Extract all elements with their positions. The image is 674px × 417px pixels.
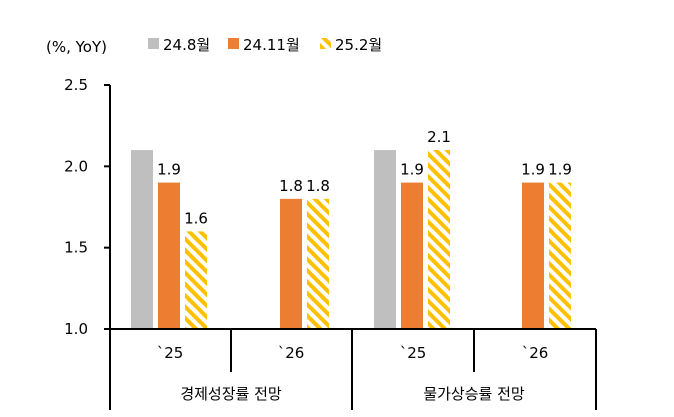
data-label: 1.8 [306,177,330,195]
data-label: 2.1 [427,128,451,146]
bar [374,150,396,329]
legend-label: 24.8월 [163,36,210,54]
bar [280,198,302,329]
bar [185,231,207,329]
legend: 24.8월 24.11월 25.2월 [148,36,382,54]
bar [549,182,571,329]
legend-swatch [228,38,239,49]
bars [131,150,571,329]
y-tick-label: 1.0 [64,320,88,338]
data-labels: 1.91.61.8 1.81.92.11.9 1.9 [157,128,572,227]
data-label: 1.9 [548,161,572,179]
data-label: 1.9 [521,161,545,179]
legend-label: 24.11월 [243,36,300,54]
x-tick-label: `26 [278,344,305,362]
data-label: 1.6 [184,209,208,227]
x-axis: `25 `26 `25 `26 경제성장률 전망 물가상승률 전망 [109,328,597,410]
x-tick-label: `26 [522,344,549,362]
bar [131,150,153,329]
bar [401,182,423,329]
legend-swatch [148,38,159,49]
unit-label: (%, YoY) [46,38,107,56]
bar [428,150,450,329]
x-tick-label: `25 [400,344,427,362]
y-axis: 1.0 1.5 2.0 2.5 [64,76,111,338]
y-tick-label: 2.5 [64,76,88,94]
data-label: 1.9 [400,161,424,179]
y-tick-label: 1.5 [64,239,88,257]
bar [158,182,180,329]
x-tick-label: `25 [157,344,184,362]
legend-swatch [320,38,331,49]
legend-label: 25.2월 [335,36,382,54]
data-label: 1.8 [279,177,303,195]
y-tick-label: 2.0 [64,157,88,175]
x-group-label: 물가상승률 전망 [423,385,525,403]
x-group-label: 경제성장률 전망 [180,385,282,403]
bar [522,182,544,329]
data-label: 1.9 [157,161,181,179]
bar [307,198,329,329]
